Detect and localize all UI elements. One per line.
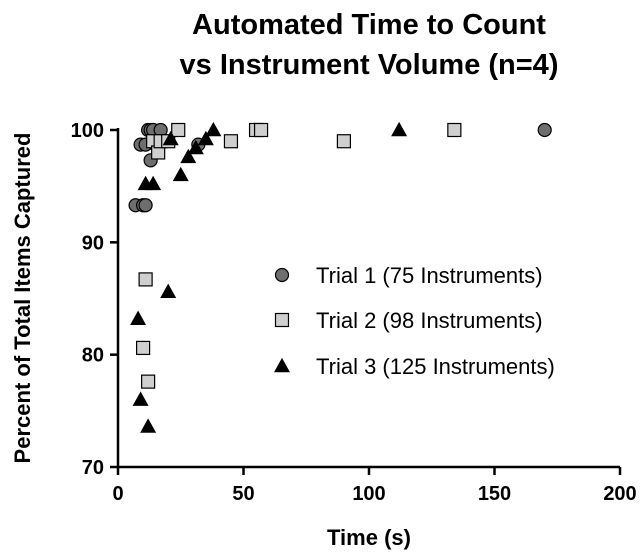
legend-item: Trial 2 (98 Instruments) [274,308,543,333]
data-point-trial-3 [145,175,162,191]
data-point-trial-3 [391,121,408,137]
y-tick-label: 100 [71,120,104,142]
data-points [128,121,552,433]
legend-label: Trial 1 (75 Instruments) [316,263,543,288]
data-point-trial-1 [138,198,153,213]
data-point-trial-2 [223,134,239,149]
data-point-trial-2 [138,272,153,287]
series-2 [136,122,462,389]
x-tick-label: 200 [603,483,636,505]
data-point-trial-3 [160,283,177,298]
legend-item: Trial 1 (75 Instruments) [274,263,543,288]
axes: 70 80 90 100 0 50 100 150 200 [71,120,637,505]
data-point-trial-2 [447,122,462,138]
x-tick-label: 150 [478,483,511,505]
data-point-trial-3 [205,121,222,137]
x-tick-label: 0 [112,483,123,505]
series-3 [130,121,408,433]
legend: Trial 1 (75 Instruments) Trial 2 (98 Inst… [274,263,555,379]
data-point-trial-2 [141,374,156,389]
data-point-trial-2 [136,340,151,356]
data-point-trial-3 [187,139,204,155]
data-point-trial-3 [162,130,179,146]
y-tick-label: 70 [82,457,104,479]
data-point-trial-3 [172,166,189,182]
data-point-trial-3 [132,391,149,406]
data-point-trial-2 [336,134,351,149]
chart-title-line-1: Automated Time to Count [192,9,546,41]
data-point-trial-3 [140,418,157,433]
legend-marker-trial-2 [274,312,290,328]
data-point-trial-2 [253,122,269,138]
legend-label: Trial 3 (125 Instruments) [316,354,555,379]
data-point-trial-3 [180,148,197,164]
x-tick-label: 100 [352,483,385,505]
data-point-trial-1 [537,122,552,138]
y-tick-label: 90 [82,232,104,254]
legend-marker-trial-3 [274,357,290,373]
chart-title-line-2: vs Instrument Volume (n=4) [180,49,559,81]
data-point-trial-3 [130,310,147,325]
x-tick-label: 50 [232,483,254,505]
legend-item: Trial 3 (125 Instruments) [274,354,555,379]
legend-label: Trial 2 (98 Instruments) [316,308,543,333]
x-axis-title: Time (s) [327,525,411,550]
y-axis-title: Percent of Total Items Captured [10,133,35,464]
legend-marker-trial-1 [274,267,290,283]
data-point-trial-2 [171,122,186,138]
data-point-trial-3 [197,130,214,146]
y-tick-label: 80 [82,345,104,367]
